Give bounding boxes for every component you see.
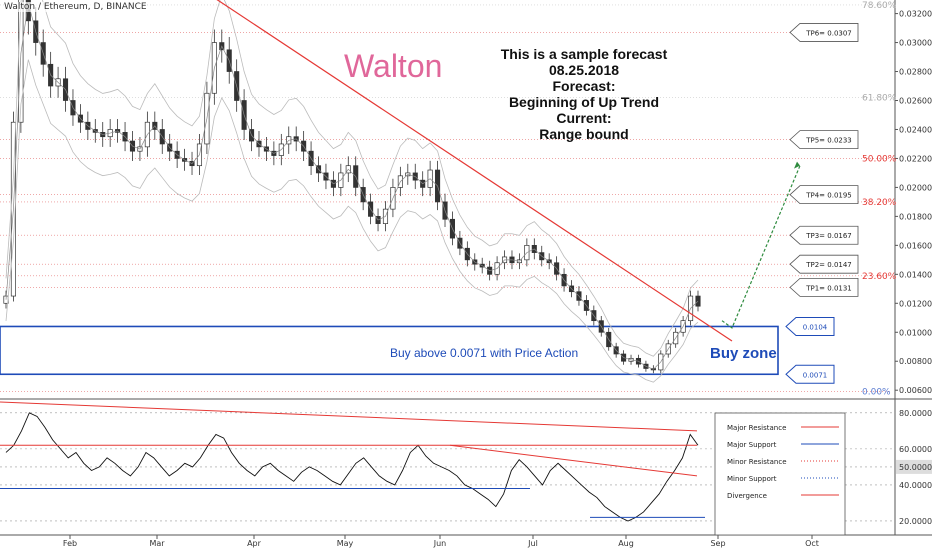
zone-label: 0.0071 (803, 371, 828, 379)
time-tick-label: Jun (433, 539, 447, 548)
target-label: TP6= 0.0307 (805, 29, 852, 37)
time-tick-label: Aug (618, 539, 634, 548)
rsi-legend-label: Major Resistance (727, 424, 786, 432)
time-tick-label: Oct (805, 539, 819, 548)
band-lower (5, 59, 699, 383)
time-tick-label: Sep (710, 539, 725, 548)
major-resistance-line (216, 0, 733, 342)
rsi-legend-label: Minor Support (727, 475, 777, 483)
zone-label-box (785, 364, 835, 384)
buy-above-text: Buy above 0.0071 with Price Action (390, 346, 579, 360)
time-tick-label: Feb (63, 539, 77, 548)
rsi-legend-label: Major Support (727, 441, 777, 449)
target-label-box (789, 185, 859, 205)
rsi-tick-label: 80.0000 (899, 409, 932, 418)
zone-label: 0.0104 (803, 323, 828, 331)
target-label-box (789, 277, 859, 297)
time-tick-label: Jul (527, 539, 538, 548)
rsi-legend-label: Divergence (727, 492, 767, 500)
band-middle (5, 2, 699, 370)
rsi-major-resistance (0, 401, 698, 432)
note-line-3: Forecast: (552, 78, 616, 94)
fib-level-label: 78.60% (862, 1, 897, 11)
rsi-legend-box (714, 412, 846, 536)
time-tick-label: May (337, 539, 354, 548)
target-label-box (789, 225, 859, 245)
target-label: TP1= 0.0131 (805, 284, 852, 292)
fib-level-label: 61.80% (862, 94, 897, 104)
rsi-tick-label: 50.0000 (899, 463, 932, 472)
buy-zone-box (0, 325, 779, 376)
rsi-tick-label: 20.0000 (899, 517, 932, 526)
target-label-box (789, 130, 859, 150)
forecast-arrow-head (794, 161, 800, 169)
note-line-4: Beginning of Up Trend (508, 94, 660, 110)
chart-title: Walton / Ethereum, D, BINANCE (4, 2, 147, 12)
buy-zone-label: Buy zone (710, 345, 777, 362)
rsi-tick-label: 60.0000 (899, 445, 932, 454)
brand-title: Walton (344, 48, 443, 84)
band-upper (5, 0, 699, 357)
target-label-box (789, 254, 859, 274)
price-tick-label: 0.006000 (899, 386, 932, 395)
fib-level-label: 38.20% (862, 198, 897, 208)
fib-level-label: 50.00% (862, 154, 897, 164)
time-tick-label: Mar (149, 539, 165, 548)
target-label: TP3= 0.0167 (805, 232, 852, 240)
note-line-5: Current: (556, 110, 612, 126)
forecast-arrow (721, 165, 801, 329)
rsi-highlight-box (896, 459, 932, 474)
rsi-legend-label: Minor Resistance (727, 458, 787, 466)
target-label: TP4= 0.0195 (805, 192, 852, 200)
note-line-2: 08.25.2018 (548, 62, 620, 78)
rsi-minor-resistance (449, 444, 698, 477)
target-label: TP2= 0.0147 (805, 261, 852, 269)
fib-level-label: 23.60% (862, 272, 897, 282)
note-line-6: Range bound (539, 126, 629, 142)
target-label: TP5= 0.0233 (805, 137, 852, 145)
rsi-tick-label: 40.0000 (899, 481, 932, 490)
rsi-line (5, 412, 699, 522)
zone-label-box (785, 316, 835, 336)
time-tick-label: Apr (247, 539, 262, 548)
note-line-1: This is a sample forecast (500, 46, 668, 62)
fib-level-label: 0.00% (862, 388, 891, 398)
target-label-box (789, 23, 859, 42)
forecast-note: This is a sample forecast 08.25.2018 For… (478, 46, 690, 142)
